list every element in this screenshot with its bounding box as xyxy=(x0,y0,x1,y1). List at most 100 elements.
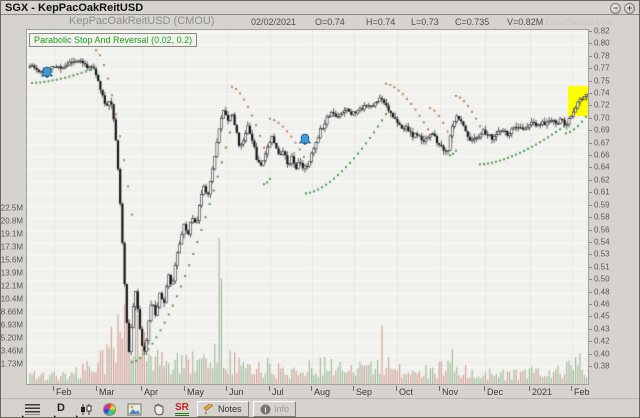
price-axis: 0.82 0.80 0.78 0.77 0.75 0.74 0.72 0.70 0.69 0.67… xyxy=(589,26,639,385)
time-axis-tick xyxy=(571,386,572,391)
quote-date: 02/02/2021 xyxy=(251,17,297,27)
hand-pan-icon[interactable] xyxy=(151,402,167,417)
price-axis-tick xyxy=(589,179,592,181)
price-axis-tick xyxy=(589,31,592,32)
volume-axis-label: 10.4M xyxy=(0,294,23,304)
line-style-dropdown-arrow[interactable] xyxy=(22,415,26,417)
period-dropdown-arrow[interactable] xyxy=(54,415,58,417)
price-axis-tick xyxy=(589,130,592,132)
price-axis-tick xyxy=(589,291,592,293)
time-axis-label: Dec xyxy=(487,387,504,397)
time-axis-tick xyxy=(529,386,530,391)
support-resistance-button[interactable]: SR xyxy=(175,402,189,416)
chart-type-icon[interactable] xyxy=(79,403,94,416)
time-axis-tick xyxy=(184,386,185,391)
time-axis-tick xyxy=(141,386,142,391)
window-title: SGX - KepPacOakReitUSD xyxy=(5,2,144,14)
price-axis-tick xyxy=(589,328,592,330)
price-axis-tick xyxy=(589,80,592,82)
time-axis-tick xyxy=(439,386,440,391)
notes-button[interactable]: Notes xyxy=(197,401,249,417)
price-axis-tick xyxy=(589,93,592,95)
price-axis-label: 0.40 xyxy=(594,349,610,359)
chartnexus-watermark: ChartNexus.com xyxy=(546,17,614,27)
price-axis-label: 0.82 xyxy=(594,26,610,36)
price-chart-canvas[interactable] xyxy=(27,30,588,384)
quote-low: L=0.73 xyxy=(411,17,439,27)
period-selector[interactable]: D xyxy=(57,402,65,414)
volume-axis-label: 3.46M xyxy=(0,346,23,356)
time-axis-label: Sep xyxy=(356,387,373,397)
svg-text:i: i xyxy=(264,405,266,414)
window-maximize-button[interactable]: + xyxy=(624,3,635,14)
price-axis-tick xyxy=(589,217,592,219)
price-axis-tick xyxy=(589,266,592,268)
price-axis-label: 0.67 xyxy=(594,138,610,148)
price-axis-label: 0.54 xyxy=(594,237,610,247)
price-axis-label: 0.61 xyxy=(594,187,610,197)
alert-bell-icon[interactable] xyxy=(40,66,54,79)
window-minimize-button[interactable]: − xyxy=(610,3,621,14)
volume-axis-label: 22.5M xyxy=(0,203,23,213)
time-axis-label: Jul xyxy=(272,387,284,397)
time-axis-tick xyxy=(226,386,227,391)
alert-bell-icon[interactable] xyxy=(298,133,312,146)
time-axis: Feb Mar Apr May Jun Jul Aug Sep Oct Nov Dec 2021 Feb xyxy=(1,386,639,398)
price-axis-tick xyxy=(589,142,592,144)
price-axis-label: 0.58 xyxy=(594,212,610,222)
quote-open: O=0.74 xyxy=(315,17,345,27)
time-axis-label: Jun xyxy=(229,387,244,397)
time-axis-label: Feb xyxy=(574,387,590,397)
time-axis-tick xyxy=(269,386,270,391)
volume-axis-label: 5.20M xyxy=(0,333,23,343)
info-button[interactable]: i Info xyxy=(253,401,297,417)
price-axis-label: 0.75 xyxy=(594,76,610,86)
chart-plot-area[interactable]: Parabolic Stop And Reversal (0.02, 0.2) xyxy=(26,29,589,385)
price-axis-label: 0.72 xyxy=(594,100,610,110)
price-axis-label: 0.56 xyxy=(594,225,610,234)
volume-axis-label: 6.93M xyxy=(0,320,23,330)
volume-axis-label: 13.9M xyxy=(0,268,23,278)
line-style-icon[interactable] xyxy=(25,404,40,415)
price-axis-tick xyxy=(589,365,592,367)
price-axis-tick xyxy=(589,316,592,318)
time-axis-label: May xyxy=(187,387,205,397)
time-axis-label: Oct xyxy=(399,387,414,397)
info-icon: i xyxy=(260,404,271,414)
quote-volume: V=0.82M xyxy=(507,17,544,27)
time-axis-label: Feb xyxy=(56,387,72,397)
price-axis-tick xyxy=(589,229,592,231)
price-axis-label: 0.50 xyxy=(594,274,610,284)
price-axis-tick xyxy=(589,68,592,70)
time-axis-label: Apr xyxy=(144,387,159,397)
price-axis-label: 0.46 xyxy=(594,299,610,309)
volume-axis-label: 8.66M xyxy=(0,307,23,317)
price-axis-label: 0.38 xyxy=(594,361,610,371)
price-axis-tick xyxy=(589,105,592,107)
price-axis-label: 0.78 xyxy=(594,51,610,61)
indicator-label: Parabolic Stop And Reversal (0.02, 0.2) xyxy=(29,33,198,47)
volume-axis-label: 20.8M xyxy=(0,216,23,226)
chart-type-dropdown-arrow[interactable] xyxy=(76,415,80,417)
bottom-toolbar: D SR Notes i xyxy=(1,398,639,417)
price-axis-tick xyxy=(589,279,592,281)
price-axis-tick xyxy=(589,241,592,243)
quote-close: C=0.735 xyxy=(455,17,490,27)
pencil-icon xyxy=(204,403,213,414)
color-wheel-icon[interactable] xyxy=(103,403,116,416)
time-axis-tick xyxy=(311,386,312,391)
time-axis-label: Aug xyxy=(314,387,331,397)
price-axis-tick xyxy=(589,341,592,343)
time-axis-tick xyxy=(396,386,397,391)
volume-axis-label: 1.73M xyxy=(0,359,23,369)
price-axis-label: 0.42 xyxy=(594,336,610,346)
volume-axis: 22.5M 20.8M 19.1M 17.3M 15.6M 13.9M 12.1M 10.4M… xyxy=(1,29,26,385)
price-axis-tick xyxy=(589,204,592,206)
price-axis-label: 0.66 xyxy=(594,150,610,160)
symbol-label: KepPacOakReitUSD (CMOU) xyxy=(69,15,215,27)
snapshot-icon[interactable] xyxy=(127,403,142,416)
window-titlebar[interactable]: SGX - KepPacOakReitUSD − + xyxy=(1,1,639,15)
price-axis-tick xyxy=(589,55,592,57)
price-axis-tick xyxy=(589,167,592,169)
